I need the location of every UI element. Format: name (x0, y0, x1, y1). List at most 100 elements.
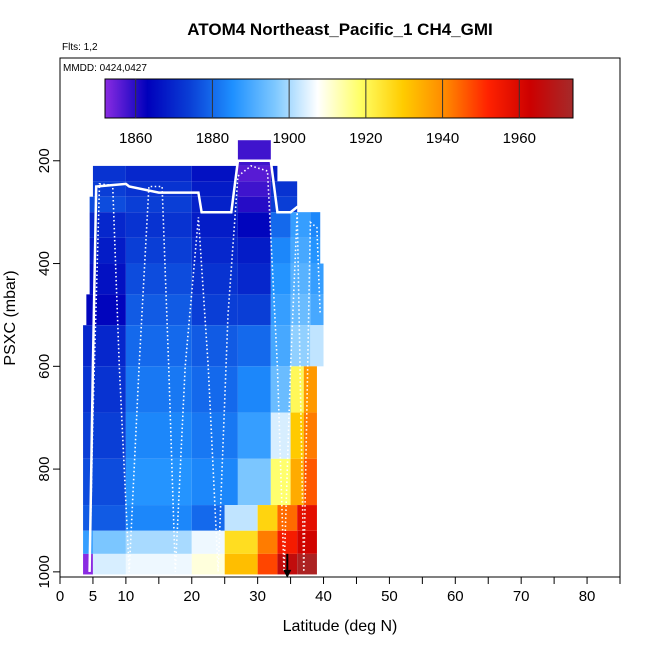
x-tick-label: 40 (315, 588, 332, 605)
heatmap-cell (270, 412, 291, 459)
heatmap-cell (191, 294, 238, 326)
y-axis-label: PSXC (mbar) (2, 270, 19, 365)
heatmap-cell (303, 366, 317, 413)
heatmap-cell (86, 294, 126, 326)
colorbar-tick-label: 1960 (503, 130, 536, 147)
heatmap-cell (237, 140, 271, 166)
heatmap-cell (89, 196, 126, 213)
heatmap-cell (83, 458, 126, 506)
heatmap-cell (224, 505, 258, 531)
heatmap-cell (125, 458, 192, 506)
heatmap-cell (237, 237, 271, 264)
heatmap-cell (125, 553, 192, 575)
x-tick-label: 5 (89, 588, 97, 605)
x-tick-label: 0 (56, 588, 64, 605)
heatmap-cell (125, 325, 192, 367)
x-tick-label: 80 (579, 588, 596, 605)
heatmap-cell (125, 505, 192, 531)
heatmap-cell (237, 212, 271, 238)
y-tick-label: 400 (36, 251, 53, 276)
x-tick-label: 10 (118, 588, 135, 605)
heatmap-cell (310, 237, 321, 264)
heatmap-cell (237, 412, 271, 459)
x-tick-label: 50 (381, 588, 398, 605)
heatmap-cell (257, 505, 278, 531)
x-axis: 0 5 10 20 30 40 50 60 70 80 (56, 577, 621, 605)
x-axis-label: Latitude (deg N) (283, 618, 398, 635)
heatmap-cell (297, 505, 317, 531)
x-tick-label: 30 (249, 588, 266, 605)
heatmap-cell (83, 530, 93, 554)
heatmap-cell (191, 165, 238, 182)
heatmap-cell (310, 263, 324, 295)
flight-track-solid (88, 159, 314, 572)
colorbar-ticks: 1860 1880 1900 1920 1940 1960 (119, 79, 536, 147)
heatmap-cell (83, 553, 93, 575)
heatmap-cell (237, 165, 271, 182)
heatmap-cell (125, 530, 192, 554)
heatmap-cell (237, 458, 271, 506)
heatmap-cell (125, 366, 192, 413)
heatmap-cell (290, 263, 311, 295)
location-marker (283, 553, 292, 578)
heatmap-cell (297, 553, 317, 575)
heatmap-cell (191, 181, 238, 197)
heatmap-cell (191, 458, 238, 506)
heatmap-cell (125, 237, 192, 264)
flights-label: Flts: 1,2 (62, 42, 98, 53)
heatmap-cell (92, 553, 126, 575)
heatmap-cell (224, 553, 258, 575)
heatmap-cell (237, 294, 271, 326)
heatmap-cell (237, 366, 271, 413)
heatmap-cell (303, 458, 317, 506)
heatmap-cell (224, 530, 258, 554)
heatmap-cell (257, 553, 278, 575)
heatmap-cell (237, 196, 271, 213)
heatmap-cell (290, 294, 311, 326)
heatmap-cell (92, 165, 126, 182)
heatmap-cell (277, 530, 298, 554)
plot-area: MMDD: 0424,0427 1860 1880 1900 1920 1940 1960 (59, 57, 621, 578)
heatmap-cell (125, 165, 192, 182)
heatmap-cell (125, 212, 192, 238)
heatmap-cell (191, 325, 238, 367)
heatmap-cell (125, 196, 192, 213)
heatmap-cell (92, 530, 126, 554)
heatmap-cell (237, 263, 271, 295)
heatmap-cell (191, 237, 238, 264)
heatmap-cell (191, 553, 225, 575)
colorbar: 1860 1880 1900 1920 1940 1960 (104, 78, 574, 147)
heatmap-cell (290, 325, 311, 367)
heatmap-cell (270, 237, 291, 264)
heatmap-cell (270, 181, 298, 197)
y-tick-label: 1000 (36, 555, 53, 588)
y-axis: 200 400 600 800 1000 (36, 148, 60, 589)
heatmap-cell (310, 212, 321, 238)
x-tick-label: 60 (447, 588, 464, 605)
heatmap-cell (277, 505, 298, 531)
x-tick-label: 70 (513, 588, 530, 605)
heatmap-cell (290, 212, 311, 238)
heatmap-cell (125, 263, 192, 295)
heatmap-cell (297, 530, 317, 554)
colorbar-tick-label: 1920 (349, 130, 382, 147)
x-tick-label: 20 (183, 588, 200, 605)
heatmap-cell (191, 412, 238, 459)
heatmap-cell (290, 237, 311, 264)
heatmap-cell (270, 325, 291, 367)
heatmap-cell (257, 530, 278, 554)
heatmap-cell (83, 412, 126, 459)
heatmap-cell (191, 196, 238, 213)
heatmap-cell (290, 412, 304, 459)
heatmap-cell (290, 366, 304, 413)
heatmap-cell (270, 212, 291, 238)
colorbar-fill (104, 78, 574, 119)
heatmap-cell (237, 181, 271, 197)
heatmap-cell (191, 366, 238, 413)
y-tick-label: 200 (36, 148, 53, 173)
flight-tracks (88, 159, 321, 572)
heatmap-cell (310, 294, 324, 326)
heatmap-cell (270, 263, 291, 295)
heatmap-cell (303, 412, 317, 459)
